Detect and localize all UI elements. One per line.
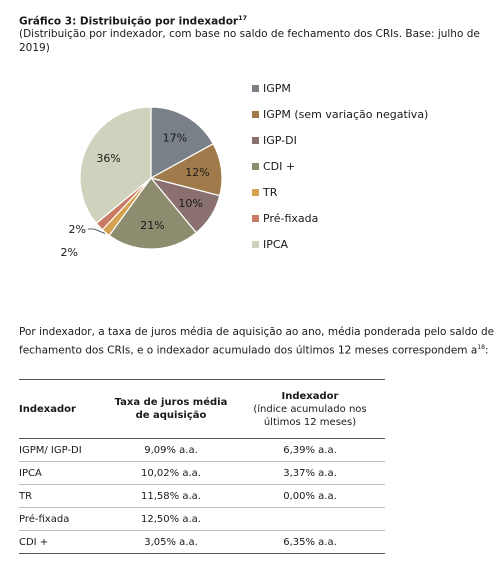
- cell-acumulado: 3,37% a.a.: [283, 467, 337, 479]
- table-header-row: Indexador Taxa de juros média de aquisiç…: [19, 379, 385, 439]
- body-paragraph: Por indexador, a taxa de juros média de …: [19, 325, 497, 359]
- table-row: Pré-fixada 12,50% a.a.: [19, 508, 385, 531]
- legend-label-pre-fixada: Pré-fixada: [263, 212, 318, 225]
- paragraph-footnote: 18: [477, 344, 485, 351]
- table-row: CDI + 3,05% a.a. 6,35% a.a.: [19, 531, 385, 554]
- pie-chart: 17% 12% 10% 21% 2% 2% 36% IGPM IGPM (sem variaç…: [61, 82, 429, 259]
- pie-slice-ipca: [79, 106, 152, 225]
- cell-taxa: 10,02% a.a.: [141, 467, 201, 479]
- chart-title-text: Gráfico 3: Distribuição por indexador: [19, 15, 239, 28]
- cell-acumulado: 6,39% a.a.: [283, 444, 337, 456]
- pie-label-cdi: 21%: [140, 219, 164, 232]
- chart-title: Gráfico 3: Distribuição por indexador17: [19, 14, 247, 28]
- cell-indexador: CDI +: [19, 536, 49, 548]
- pie-label-igp-di: 10%: [178, 197, 202, 210]
- pie-label-ipca: 36%: [96, 152, 120, 165]
- header-taxa: Taxa de juros média de aquisição: [114, 397, 228, 421]
- cell-taxa: 9,09% a.a.: [144, 444, 198, 456]
- legend-swatch-igpm: [252, 85, 259, 92]
- cell-indexador: IPCA: [19, 467, 42, 479]
- pie-slices: [79, 106, 223, 250]
- table-row: TR 11,58% a.a. 0,00% a.a.: [19, 485, 385, 508]
- pie-slice-cdi: [108, 177, 198, 250]
- cell-taxa: 11,58% a.a.: [141, 490, 201, 502]
- legend-label-ipca: IPCA: [263, 238, 289, 251]
- cell-acumulado: [235, 508, 385, 531]
- pie-labels: 17% 12% 10% 21% 2% 2% 36%: [61, 132, 210, 259]
- table-row: IGPM/ IGP-DI 9,09% a.a. 6,39% a.a.: [19, 439, 385, 462]
- legend-label-igp-di: IGP-DI: [263, 134, 297, 147]
- cell-indexador: IGPM/ IGP-DI: [19, 444, 82, 456]
- legend-swatch-ipca: [252, 241, 259, 248]
- legend-label-cdi: CDI +: [263, 160, 295, 173]
- cell-indexador: TR: [19, 490, 33, 502]
- legend-swatch-pre-fixada: [252, 215, 259, 222]
- cell-acumulado: 6,35% a.a.: [283, 536, 337, 548]
- pie-legend: IGPM IGPM (sem variação negativa) IGP-DI CD…: [252, 82, 428, 251]
- cell-taxa: 12,50% a.a.: [141, 513, 201, 525]
- header-acumulado-sub: (índice acumulado nos últimos 12 meses): [253, 403, 367, 428]
- header-acumulado-title: Indexador: [281, 390, 339, 402]
- cell-indexador: Pré-fixada: [19, 513, 70, 525]
- header-acumulado: Indexador (índice acumulado nos últimos …: [235, 380, 385, 439]
- pie-label-pre-fixada: 2%: [61, 246, 78, 259]
- indexador-table: Indexador Taxa de juros média de aquisiç…: [19, 379, 385, 554]
- legend-label-tr: TR: [262, 186, 278, 199]
- header-indexador: Indexador: [19, 403, 76, 415]
- legend-swatch-igp-di: [252, 137, 259, 144]
- legend-swatch-tr: [252, 189, 259, 196]
- legend-swatch-igpm-sem-variacao-negativa: [252, 111, 259, 118]
- cell-acumulado: 0,00% a.a.: [283, 490, 337, 502]
- pie-slice-igpm: [150, 106, 215, 180]
- legend-label-igpm-sem-variacao-negativa: IGPM (sem variação negativa): [263, 108, 428, 121]
- pie-leader-line: [88, 228, 106, 234]
- paragraph-text: Por indexador, a taxa de juros média de …: [19, 326, 495, 357]
- pie-label-tr: 2%: [69, 223, 86, 236]
- title-footnote: 17: [238, 14, 248, 22]
- legend-swatch-cdi: [252, 163, 259, 170]
- table-row: IPCA 10,02% a.a. 3,37% a.a.: [19, 462, 385, 485]
- cell-taxa: 3,05% a.a.: [144, 536, 198, 548]
- legend-label-igpm: IGPM: [263, 82, 291, 95]
- pie-label-igpm: 17%: [163, 132, 187, 145]
- paragraph-end: :: [484, 344, 489, 357]
- pie-label-igpm-sem-variacao-negativa: 12%: [185, 166, 209, 179]
- chart-subtitle: (Distribuição por indexador, com base no…: [19, 28, 480, 54]
